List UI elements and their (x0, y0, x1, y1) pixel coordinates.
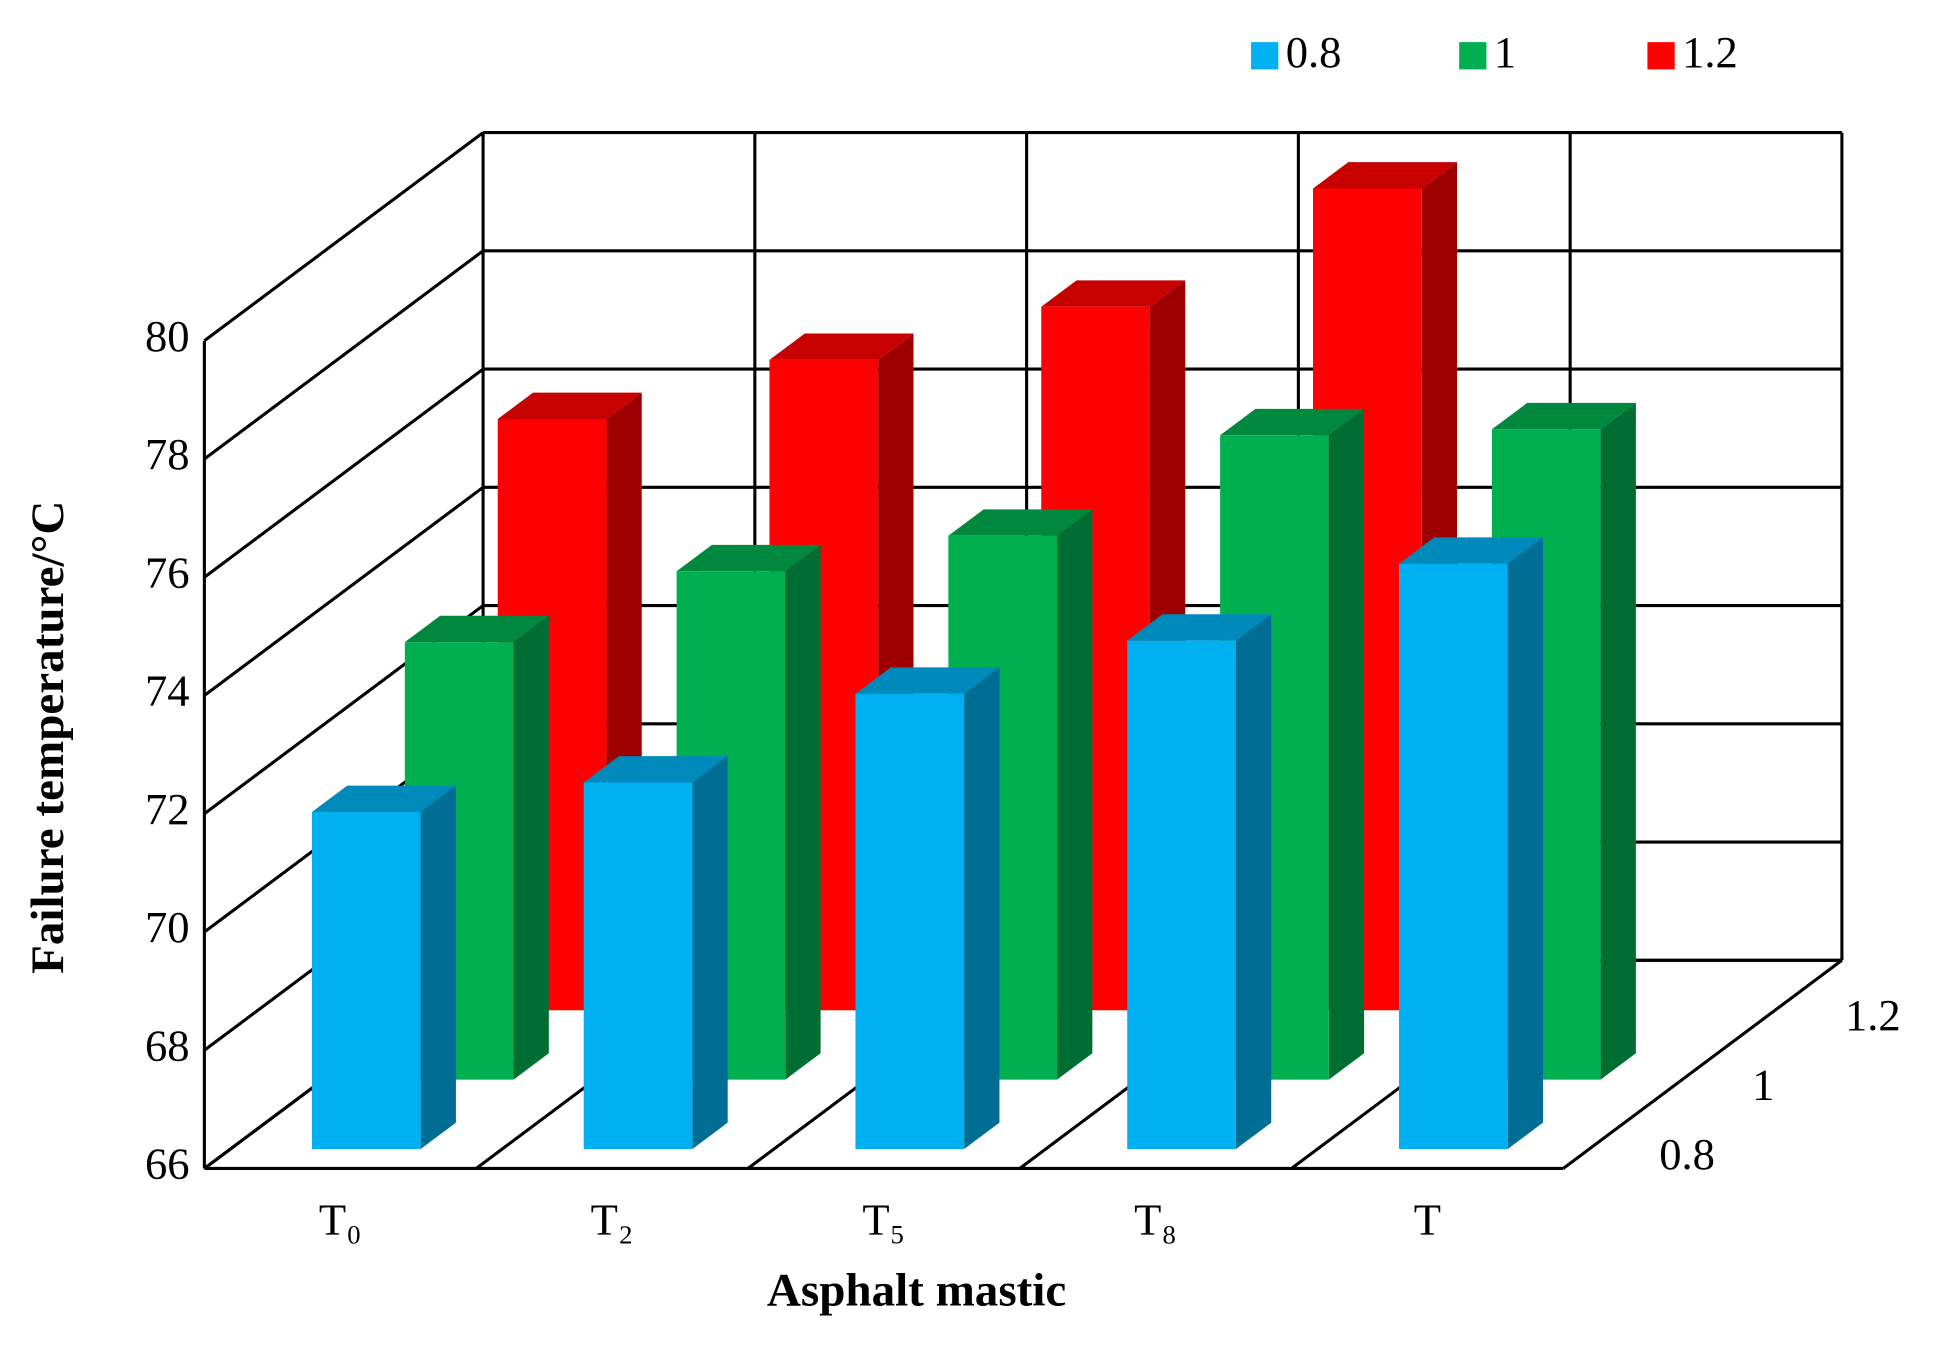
bar-top (404, 615, 549, 643)
grid-line (203, 131, 485, 342)
y-tick-label: 74 (145, 666, 190, 716)
bar-side (1328, 408, 1365, 1080)
y-tick-label: 78 (145, 429, 190, 479)
bar-top (1127, 614, 1272, 641)
legend-marker (1459, 42, 1487, 70)
bar-group (311, 785, 456, 1150)
bar-side (692, 756, 728, 1150)
bar-top (855, 667, 1000, 694)
bar-group (583, 756, 728, 1150)
y-tick-label: 80 (145, 311, 190, 361)
bar-group (1127, 614, 1272, 1150)
bar (855, 693, 965, 1150)
bar-top (1313, 162, 1458, 189)
depth-tick-label: 1 (1752, 1059, 1774, 1109)
bar-side (1057, 509, 1093, 1080)
bar-top (948, 509, 1093, 536)
bar-side (785, 544, 821, 1080)
grid-line (203, 249, 485, 461)
bar-side (1507, 537, 1543, 1150)
bar-top (769, 333, 914, 360)
bar-side (420, 785, 456, 1150)
legend-label: 1.2 (1682, 27, 1738, 77)
x-axis-title: Asphalt mastic (767, 1265, 1066, 1317)
legend-marker (1251, 42, 1279, 70)
y-axis-title: Failure temperature/°C (22, 501, 74, 974)
bar-side (964, 667, 1000, 1150)
legend-marker (1647, 42, 1675, 70)
legend-label: 0.8 (1286, 27, 1342, 77)
x-tick-label: T₅ (862, 1194, 905, 1244)
bar (1127, 640, 1236, 1150)
bar-group (855, 667, 1000, 1150)
bar-top (1491, 402, 1636, 430)
bar-top (1398, 537, 1543, 564)
y-tick-label: 76 (145, 547, 190, 597)
y-tick-label: 70 (145, 902, 190, 952)
y-tick-label: 72 (145, 784, 190, 834)
bar-top (1041, 280, 1186, 307)
bar-top (676, 544, 821, 572)
legend-label: 1 (1494, 27, 1516, 77)
bar-top (311, 785, 456, 813)
bar-top (1220, 408, 1365, 436)
bar-side (1600, 402, 1636, 1080)
bar (311, 812, 421, 1150)
y-tick-label: 66 (145, 1139, 190, 1189)
depth-tick-label: 0.8 (1659, 1129, 1715, 1179)
bar-top (583, 756, 728, 783)
x-tick-label: T₂ (591, 1194, 634, 1244)
grid-line (203, 486, 485, 697)
bar (1398, 563, 1508, 1150)
bar-group (1220, 408, 1365, 1080)
depth-tick-label: 1.2 (1845, 990, 1901, 1040)
y-tick-label: 68 (145, 1020, 190, 1070)
floor-line (1562, 959, 1843, 1170)
x-tick-label: T₈ (1134, 1194, 1177, 1244)
x-tick-label: T₀ (319, 1194, 362, 1244)
bar-side (1235, 614, 1272, 1150)
grid-line (203, 367, 485, 579)
bar (583, 782, 693, 1150)
x-tick-label: T (1414, 1194, 1441, 1244)
bar-group (1398, 537, 1543, 1150)
bar-top (497, 392, 642, 420)
bar-side (513, 615, 549, 1080)
